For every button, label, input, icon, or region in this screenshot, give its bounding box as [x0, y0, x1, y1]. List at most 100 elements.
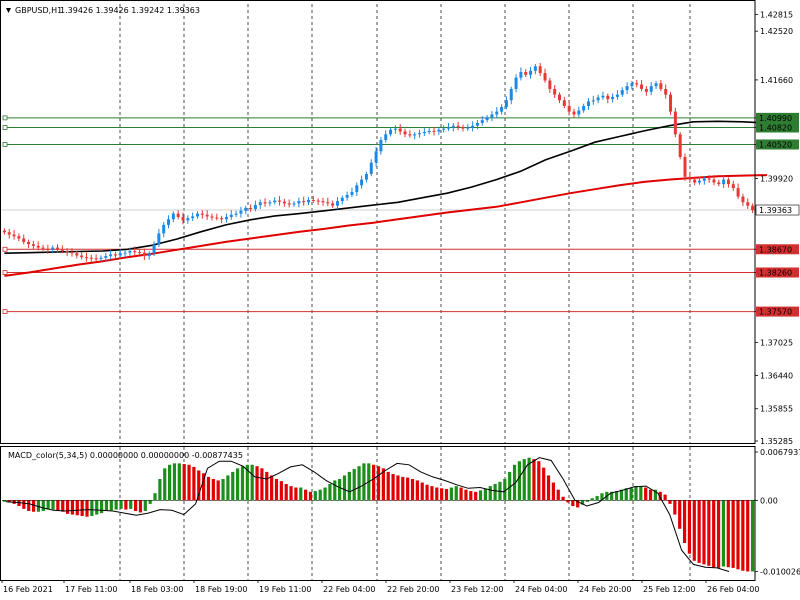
macd-bar	[493, 483, 497, 501]
candle-body	[611, 96, 615, 100]
macd-bar	[444, 488, 449, 501]
macd-bar	[542, 467, 546, 501]
candle-body	[514, 77, 518, 89]
macd-bar	[478, 490, 483, 501]
macd-bar	[746, 500, 750, 572]
candle-body	[12, 234, 16, 237]
level-price-tag	[756, 306, 799, 317]
candle-body	[543, 73, 547, 81]
macd-bar	[138, 500, 143, 513]
macd-bar	[124, 500, 128, 510]
macd-bar	[454, 486, 458, 501]
candle-body	[717, 182, 721, 185]
macd-bar	[658, 491, 662, 501]
x-tick-label: 16 Feb 2021	[3, 585, 53, 594]
macd-bar	[240, 466, 245, 501]
candle-body	[490, 114, 494, 118]
macd-bar	[639, 486, 643, 501]
candle-body	[654, 83, 658, 87]
candle-body	[504, 100, 508, 108]
candle-body	[683, 156, 687, 177]
macd-bar	[119, 500, 123, 509]
candle-body	[350, 192, 354, 195]
candle-body	[292, 203, 296, 205]
candle-body	[408, 134, 412, 136]
macd-bar	[245, 464, 249, 501]
candle-body	[751, 205, 755, 211]
macd-bar	[231, 471, 235, 501]
candle-body	[418, 133, 422, 135]
macd-bar	[221, 479, 225, 501]
macd-bar	[342, 475, 347, 501]
macd-bar	[206, 476, 211, 501]
macd-bar	[182, 464, 186, 501]
candle-body	[475, 122, 479, 126]
macd-bar	[750, 500, 755, 572]
macd-bar	[61, 500, 65, 512]
macd-bar	[707, 500, 711, 566]
x-tick-label: 25 Feb 12:00	[643, 585, 695, 594]
y-tick-label: 1.35855	[760, 405, 793, 414]
x-tick-label: 26 Feb 04:00	[707, 585, 759, 594]
y-tick-label: 1.42815	[760, 10, 793, 19]
macd-bar	[517, 461, 521, 501]
macd-bar	[56, 500, 60, 511]
macd-bar	[304, 489, 308, 501]
macd-bar	[726, 500, 730, 568]
x-tick-label: 23 Feb 12:00	[451, 585, 503, 594]
ma-black-line	[4, 120, 768, 254]
macd-bar	[721, 500, 726, 567]
macd-bar	[250, 464, 254, 501]
candle-body	[649, 86, 653, 92]
level-anchor	[2, 142, 8, 147]
macd-bar	[153, 493, 157, 501]
macd-bar	[546, 475, 551, 501]
macd-bar	[323, 487, 327, 501]
macd-bar	[7, 500, 11, 503]
candle-body	[389, 129, 393, 135]
macd-bar	[571, 500, 575, 507]
macd-bar	[51, 500, 55, 510]
candle-body	[229, 214, 233, 217]
macd-bar	[65, 500, 70, 514]
candle-body	[673, 111, 677, 135]
macd-bar	[712, 500, 716, 568]
macd-bar	[133, 500, 138, 512]
macd-bar	[474, 491, 478, 501]
macd-bar	[260, 468, 264, 501]
candle-body	[664, 88, 668, 95]
macd-bar	[313, 491, 317, 501]
candle-body	[99, 257, 103, 259]
macd-bar	[687, 500, 692, 554]
candle-body	[142, 252, 146, 257]
level-price-tag-label: 1.40520	[759, 140, 792, 149]
macd-bar	[333, 480, 337, 501]
candle-layer	[2, 62, 755, 262]
candle-body	[702, 178, 706, 181]
x-tick-label: 17 Feb 11:00	[65, 585, 117, 594]
macd-bar	[192, 466, 196, 501]
macd-bar	[585, 500, 589, 502]
macd-bar	[70, 500, 75, 515]
candle-body	[17, 236, 21, 239]
candle-body	[89, 257, 93, 259]
candle-body	[355, 185, 359, 193]
macd-bar	[41, 500, 45, 512]
macd-bar	[644, 487, 648, 501]
candle-body	[31, 244, 35, 246]
macd-bar	[415, 480, 419, 501]
candle-body	[625, 86, 629, 91]
candle-body	[707, 178, 711, 180]
y-tick-label: 1.37025	[760, 338, 793, 347]
symbol-dropdown-icon[interactable]	[6, 8, 11, 13]
candle-body	[258, 202, 262, 206]
macd-panel-frame	[0, 446, 756, 581]
macd-bar	[85, 500, 89, 517]
candle-body	[2, 230, 6, 233]
macd-bar	[226, 475, 230, 501]
macd-bar	[299, 487, 303, 501]
y-tick-label: 1.36440	[760, 372, 793, 381]
candle-body	[27, 241, 31, 245]
macd-bar	[289, 486, 293, 501]
